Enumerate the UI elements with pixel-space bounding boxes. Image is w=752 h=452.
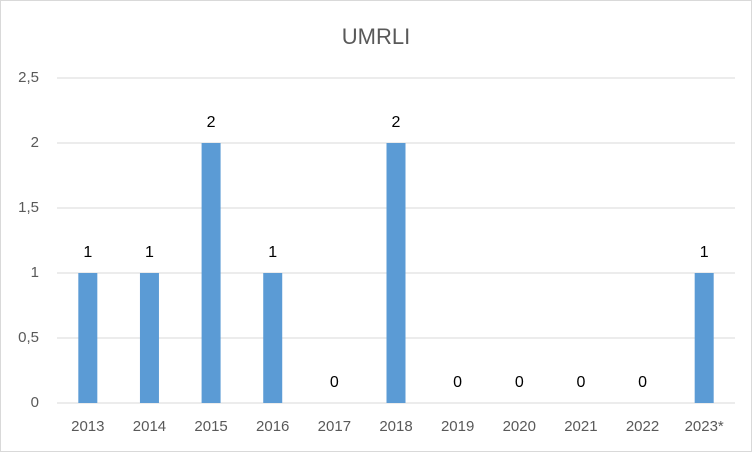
y-tick-label: 2	[31, 134, 39, 151]
bar	[386, 143, 406, 403]
bar	[201, 143, 221, 403]
chart-title: UMRLI	[342, 24, 410, 49]
x-tick-label: 2015	[194, 418, 227, 435]
y-tick-label: 1,5	[18, 199, 39, 216]
y-tick-label: 2,5	[18, 69, 39, 86]
data-label: 0	[515, 374, 524, 391]
data-label: 0	[638, 374, 647, 391]
bar	[139, 273, 159, 403]
x-tick-label: 2018	[379, 418, 412, 435]
y-tick-label: 0,5	[18, 329, 39, 346]
data-label: 1	[268, 244, 277, 261]
data-label: 1	[700, 244, 709, 261]
x-tick-label: 2013	[71, 418, 104, 435]
data-label: 0	[576, 374, 585, 391]
data-label: 2	[207, 114, 216, 131]
data-label: 1	[83, 244, 92, 261]
y-tick-label: 1	[31, 264, 39, 281]
x-tick-label: 2016	[256, 418, 289, 435]
x-tick-label: 2022	[626, 418, 659, 435]
y-tick-label: 0	[31, 394, 39, 411]
data-label: 0	[453, 374, 462, 391]
data-label: 0	[330, 374, 339, 391]
bar	[694, 273, 714, 403]
x-tick-label: 2023*	[685, 418, 724, 435]
x-tick-label: 2017	[318, 418, 351, 435]
x-tick-label: 2019	[441, 418, 474, 435]
x-tick-label: 2020	[503, 418, 536, 435]
x-tick-label: 2014	[133, 418, 166, 435]
x-tick-label: 2021	[564, 418, 597, 435]
data-label: 2	[392, 114, 401, 131]
bar	[263, 273, 283, 403]
data-label: 1	[145, 244, 154, 261]
bar	[78, 273, 98, 403]
